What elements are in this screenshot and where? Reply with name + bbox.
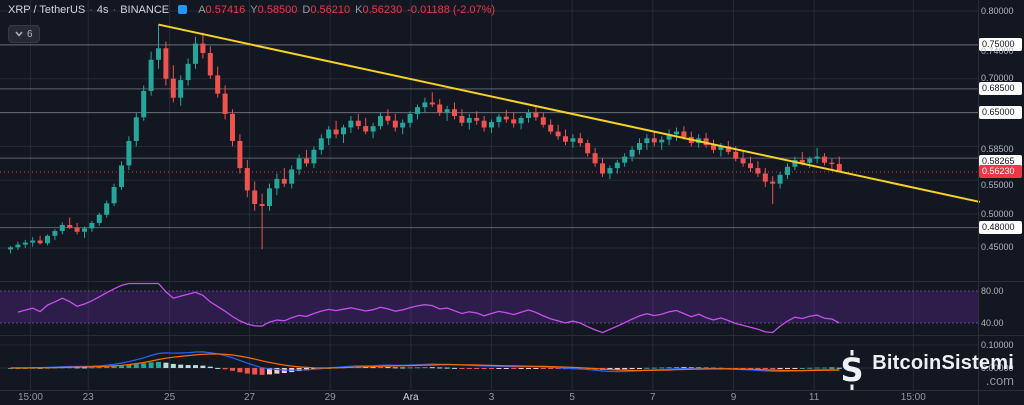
price-levels [0, 44, 978, 229]
separator-dot: · [112, 4, 117, 16]
price-level-badge: 0.58265 [979, 154, 1022, 168]
macd-line [10, 351, 840, 373]
ohlc-values: A0.57416 Y0.58500 D0.56210 K0.56230 -0.01188… [193, 4, 495, 16]
time-tick-label: 15:00 [17, 392, 43, 403]
open-label: A [198, 4, 206, 16]
macd-signal-line [10, 353, 840, 372]
macd-tick-label: 0.10000 [981, 339, 1014, 350]
close-value: 0.56230 [362, 4, 403, 16]
high-value: 0.58500 [257, 4, 298, 16]
watermark: S BitcoinSistemi .com [839, 350, 1014, 390]
price-axis[interactable]: 0.80000 0.75000 0.74000 0.70000 0.68500 0.650… [978, 0, 1024, 390]
low-value: 0.56210 [310, 4, 351, 16]
bitcoinsistemi-logo-icon: S [841, 350, 864, 390]
last-price-badge: 0.56230 [979, 165, 1022, 179]
separator-dot: · [89, 4, 93, 16]
watermark-brand: BitcoinSistemi [872, 352, 1014, 374]
rsi-tick-label: 40.00 [981, 317, 1004, 328]
price-level-badge: 0.65000 [979, 106, 1022, 120]
time-tick-label: 9 [730, 392, 737, 403]
interval-label: 4s [96, 4, 109, 16]
price-tick-label: 0.80000 [981, 5, 1014, 16]
rsi-line [17, 282, 840, 334]
time-tick-label: 25 [164, 392, 176, 403]
legend-bar: XRP / TetherUS · 4s · BINANCE A0.57416 Y0.585… [8, 4, 495, 16]
gridlines [0, 0, 978, 390]
close-label: K [355, 4, 363, 16]
time-tick-label: 23 [82, 392, 94, 403]
descending-trendline [158, 23, 981, 203]
rsi-tick-label: 80.00 [981, 285, 1004, 296]
high-label: Y [250, 4, 258, 16]
price-level-badge: 0.68500 [979, 82, 1022, 96]
price-tick-label: 0.55000 [981, 179, 1014, 190]
time-tick-label: 3 [488, 392, 495, 403]
price-tick-label: 0.50000 [981, 208, 1014, 219]
time-tick-label: 27 [243, 392, 256, 403]
rsi-band [0, 291, 978, 323]
change-value: -0.01188 (-2.07%) [407, 4, 496, 16]
time-tick-label: Ara [403, 392, 419, 403]
time-tick-label: 7 [650, 392, 656, 403]
time-tick-label: 5 [569, 392, 575, 403]
candles-layer [8, 24, 842, 254]
price-tick-label: 0.70000 [981, 73, 1014, 84]
symbol-name: XRP / TetherUS [8, 4, 86, 16]
binance-icon [178, 5, 188, 14]
time-tick-label: 29 [324, 392, 336, 403]
legend-collapse-button[interactable]: 6 [8, 25, 40, 43]
price-level-badge: 0.75000 [979, 38, 1022, 52]
time-tick-label: 11 [808, 392, 820, 403]
time-tick-label: 15:00 [900, 392, 926, 403]
symbol-title[interactable]: XRP / TetherUS · 4s · BINANCE [8, 4, 172, 16]
collapsed-count: 6 [27, 28, 33, 40]
watermark-suffix: .com [985, 373, 1014, 388]
price-tick-label: 0.45000 [981, 242, 1014, 253]
price-tick-label: 0.58500 [981, 144, 1014, 155]
macd-tick-label: 0.00000 [981, 362, 1014, 373]
exchange-label: BINANCE [120, 4, 170, 16]
price-tick-label: 0.74000 [981, 46, 1014, 57]
open-value: 0.57416 [205, 4, 246, 16]
time-axis[interactable]: 15:00 23 25 27 29 Ara 3 5 7 9 11 15:00 [0, 390, 1024, 405]
price-level-badge: 0.48000 [979, 221, 1022, 235]
low-label: D [302, 4, 311, 16]
chevron-down-icon [15, 31, 23, 37]
svg-text:S: S [841, 351, 864, 389]
